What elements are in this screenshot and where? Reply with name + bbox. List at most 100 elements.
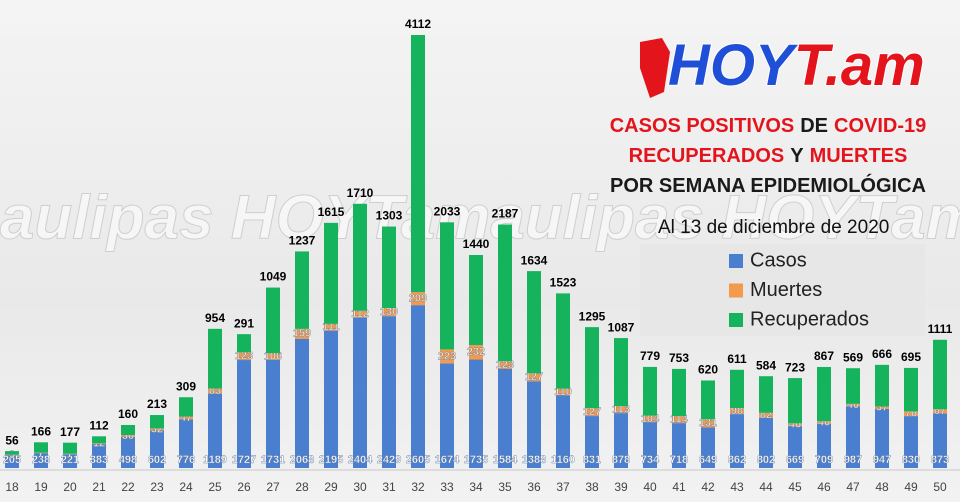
watermark: maulipas HOYTamaulipas HOYTama [0, 183, 960, 252]
x-tick-label: 22 [121, 480, 135, 494]
bar-segment [788, 378, 802, 424]
value-label: 1523 [550, 276, 577, 290]
title-part: CASOS POSITIVOS [610, 115, 794, 137]
bar-segment [788, 423, 802, 427]
x-tick-label: 27 [266, 480, 280, 494]
bar-segment [643, 415, 657, 423]
value-label: 831 [583, 454, 601, 466]
value-label: 1634 [521, 253, 548, 267]
x-tick-label: 46 [817, 480, 831, 494]
value-label: 1710 [347, 186, 374, 200]
bar-segment [208, 328, 222, 389]
x-tick-label: 32 [411, 480, 425, 494]
title-part: COVID-19 [834, 115, 926, 137]
bar-segment [469, 359, 483, 468]
value-label: 123 [235, 350, 253, 362]
bar-segment [585, 327, 599, 409]
bar-segment [179, 416, 193, 420]
x-tick-label: 20 [63, 480, 77, 494]
bar-segment [150, 428, 164, 431]
x-tick-label: 31 [382, 480, 396, 494]
bar-segment [672, 415, 686, 424]
value-label: 209 [409, 293, 427, 305]
value-label: 779 [640, 349, 660, 363]
value-label: 2404 [348, 454, 373, 466]
bar-segment [266, 287, 280, 354]
value-label: 1160 [551, 454, 575, 466]
bar-segment [266, 359, 280, 468]
value-label: 1087 [608, 320, 635, 334]
bar-segment [701, 419, 715, 428]
bar-segment [817, 366, 831, 422]
bar-segment [556, 395, 570, 468]
logo-part: T.am [794, 33, 925, 98]
bar-segment [904, 416, 918, 468]
bar-segment [411, 292, 425, 306]
value-label: 954 [205, 311, 225, 325]
legend-background [640, 244, 925, 336]
bar-segment [324, 330, 338, 468]
value-label: 2195 [319, 454, 343, 466]
value-label: 649 [699, 454, 717, 466]
value-label: 620 [698, 363, 718, 377]
logo-part: HOY [668, 33, 799, 98]
bar-segment [701, 380, 715, 420]
value-label: 1674 [435, 454, 460, 466]
title-part: POR SEMANA EPIDEMIOLÓGICA [610, 173, 926, 197]
value-label: 9 [9, 449, 15, 461]
bar-segment [324, 222, 338, 324]
value-label: 569 [843, 350, 863, 364]
value-label: 112 [351, 308, 369, 320]
title-part: RECUPERADOS [629, 145, 785, 167]
value-label: 776 [177, 454, 195, 466]
bar-segment [411, 305, 425, 468]
value-label: 4112 [405, 17, 431, 31]
value-label: 160 [118, 407, 138, 421]
bar-segment [904, 367, 918, 412]
value-label: 987 [844, 454, 862, 466]
bar-segment [730, 369, 744, 408]
value-label: 127 [525, 371, 543, 383]
value-label: 56 [5, 433, 19, 447]
bar-segment [266, 353, 280, 360]
bar-segment [63, 442, 77, 454]
value-label: 830 [902, 454, 920, 466]
value-label: 104 [641, 413, 660, 425]
value-label: 2605 [406, 454, 430, 466]
bar-segment [237, 360, 251, 468]
title-part: DE [800, 115, 828, 137]
x-tick-label: 38 [585, 480, 599, 494]
title-line: POR SEMANA EPIDEMIOLÓGICA [610, 173, 926, 197]
bar-segment [179, 419, 193, 468]
bar-segment [295, 328, 309, 339]
bar-segment [672, 368, 686, 416]
bar-segment [382, 226, 396, 309]
bar-segment [875, 408, 889, 468]
x-tick-label: 44 [759, 480, 773, 494]
value-label: 2187 [492, 207, 519, 221]
value-label: 1615 [318, 205, 345, 219]
x-tick-label: 25 [208, 480, 222, 494]
x-tick-label: 26 [237, 480, 251, 494]
bar-segment [846, 403, 860, 407]
title-part: Y [790, 145, 804, 167]
x-tick-label: 41 [672, 480, 686, 494]
value-label: 709 [815, 454, 833, 466]
value-label: 1237 [289, 234, 316, 248]
bar-segment [63, 454, 77, 468]
bar-segment [730, 407, 744, 415]
x-tick-label: 36 [527, 480, 541, 494]
bar-segment [643, 422, 657, 468]
value-label: 232 [467, 346, 485, 358]
bar-segment [933, 409, 947, 414]
bar-segment [353, 317, 367, 468]
x-tick-label: 50 [933, 480, 947, 494]
bar-segment [643, 366, 657, 416]
bar-segment [324, 323, 338, 331]
bar-segment [759, 412, 773, 418]
value-label: 723 [785, 360, 805, 374]
value-label: 802 [757, 454, 775, 466]
bar-segment [5, 454, 19, 456]
x-tick-label: 18 [5, 480, 19, 494]
